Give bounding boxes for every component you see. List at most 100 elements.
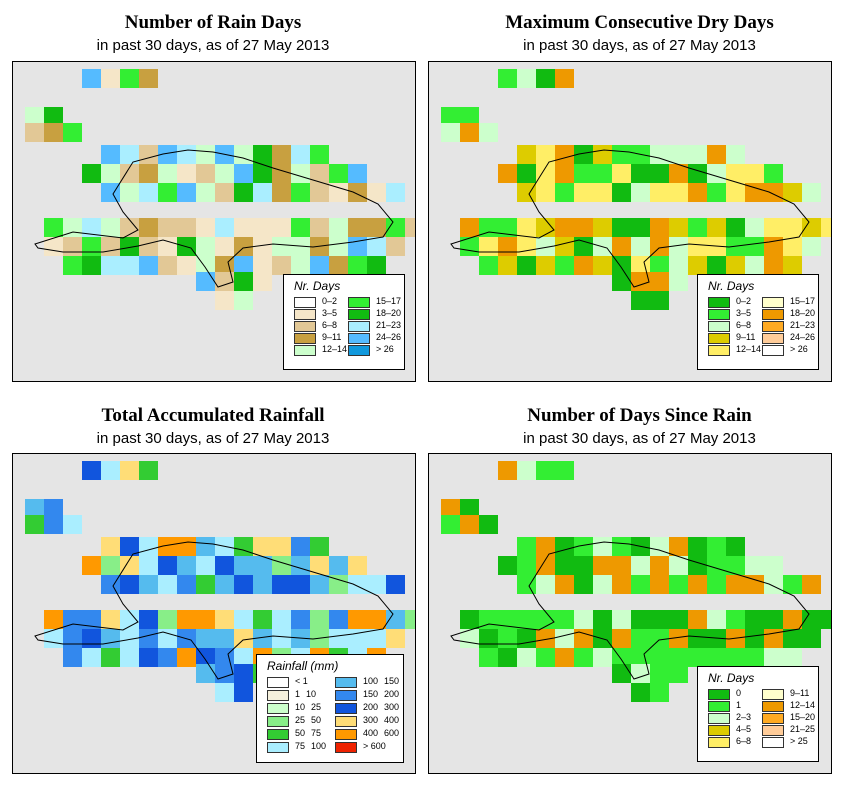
legend-label: 1 10	[295, 689, 317, 699]
legend-swatch	[708, 345, 730, 356]
grid-cell	[593, 183, 612, 202]
grid-cell	[688, 629, 707, 648]
grid-cell	[764, 164, 783, 183]
map-area: Nr. Days 0 1 2–3 4–5 6–8 9–11 12–14 15–2…	[428, 453, 832, 774]
grid-cell	[310, 164, 329, 183]
grid-cell	[517, 237, 536, 256]
grid-cell	[139, 183, 158, 202]
grid-cell	[574, 537, 593, 556]
grid-cell	[821, 610, 831, 629]
grid-cell	[367, 629, 386, 648]
grid-cell	[574, 164, 593, 183]
island-outline	[450, 149, 810, 288]
legend-swatch	[762, 333, 784, 344]
grid-cell	[555, 461, 574, 480]
grid-cell	[726, 648, 745, 667]
grid-cell	[650, 218, 669, 237]
legend-label: 21–23	[376, 320, 402, 330]
grid-cell	[764, 648, 783, 667]
grid-cell	[310, 145, 329, 164]
grid-cell	[612, 183, 631, 202]
grid-cell	[593, 256, 612, 275]
grid-cell	[253, 629, 272, 648]
grid-cell	[215, 683, 234, 702]
grid-cell	[82, 461, 101, 480]
grid-cell	[460, 515, 479, 534]
grid-cell	[63, 123, 82, 142]
grid-cell	[348, 218, 367, 237]
grid-cell	[367, 610, 386, 629]
legend-label: 15–20	[790, 712, 816, 722]
legend-label: 25 50	[295, 715, 322, 725]
map-svg	[25, 69, 415, 310]
grid-cell	[44, 218, 63, 237]
grid-cell	[82, 218, 101, 237]
grid-cell	[101, 556, 120, 575]
grid-cell	[631, 610, 650, 629]
grid-cell	[555, 537, 574, 556]
legend-label: 6–8	[736, 736, 752, 746]
grid-cell	[460, 610, 479, 629]
grid-cell	[612, 575, 631, 594]
legend-label: 400 600	[363, 728, 400, 738]
grid-cell	[593, 164, 612, 183]
legend-swatch	[294, 297, 316, 308]
grid-cell	[139, 461, 158, 480]
grid-cell	[650, 610, 669, 629]
grid-cell	[612, 629, 631, 648]
map-legend: Rainfall (mm) < 1 1 10 10 25 25 50 50 75 75 1…	[256, 654, 404, 763]
legend-swatch	[762, 321, 784, 332]
grid-cell	[593, 537, 612, 556]
grid-cell	[612, 664, 631, 683]
grid-cell	[498, 164, 517, 183]
map-legend: Nr. Days 0–2 3–5 6–8 9–11 12–14 15–17 18…	[697, 274, 819, 370]
panel-subtitle: in past 30 days, as of 27 May 2013	[96, 430, 330, 447]
grid-cell	[631, 575, 650, 594]
grid-cell	[367, 218, 386, 237]
grid-cell	[536, 69, 555, 88]
grid-cell	[593, 610, 612, 629]
legend-swatch	[294, 345, 316, 356]
grid-cell	[498, 237, 517, 256]
grid-cell	[234, 164, 253, 183]
grid-cell	[555, 256, 574, 275]
grid-cell	[405, 218, 415, 237]
grid-cell	[272, 218, 291, 237]
grid-cell	[158, 237, 177, 256]
grid-cell	[234, 183, 253, 202]
grid-cell	[745, 256, 764, 275]
legend-label: > 26	[376, 344, 394, 354]
grid-cell	[44, 123, 63, 142]
island-outline	[34, 149, 394, 288]
grid-cell	[460, 218, 479, 237]
legend-swatch	[267, 716, 289, 727]
grid-cell	[348, 575, 367, 594]
grid-cell	[802, 610, 821, 629]
grid-cell	[517, 629, 536, 648]
grid-cell	[593, 556, 612, 575]
grid-cell	[745, 575, 764, 594]
panel-total-rainfall: Total Accumulated Rainfall in past 30 da…	[0, 395, 426, 793]
legend-swatch	[267, 677, 289, 688]
grid-cell	[460, 107, 479, 126]
grid-cell	[196, 575, 215, 594]
grid-cell	[272, 629, 291, 648]
map-area: Nr. Days 0–2 3–5 6–8 9–11 12–14 15–17 18…	[12, 61, 416, 382]
grid-cell	[310, 575, 329, 594]
grid-cell	[291, 556, 310, 575]
grid-cell	[479, 629, 498, 648]
grid-cell	[517, 537, 536, 556]
grid-cell	[139, 218, 158, 237]
grid-cell	[234, 629, 253, 648]
grid-cell	[688, 556, 707, 575]
grid-cell	[669, 145, 688, 164]
grid-cell	[517, 256, 536, 275]
grid-cell	[574, 610, 593, 629]
grid-cell	[177, 537, 196, 556]
grid-cell	[82, 69, 101, 88]
grid-cell	[215, 218, 234, 237]
grid-cell	[593, 575, 612, 594]
map-area: Rainfall (mm) < 1 1 10 10 25 25 50 50 75 75 1…	[12, 453, 416, 774]
legend-swatch	[708, 737, 730, 748]
grid-cell	[82, 237, 101, 256]
